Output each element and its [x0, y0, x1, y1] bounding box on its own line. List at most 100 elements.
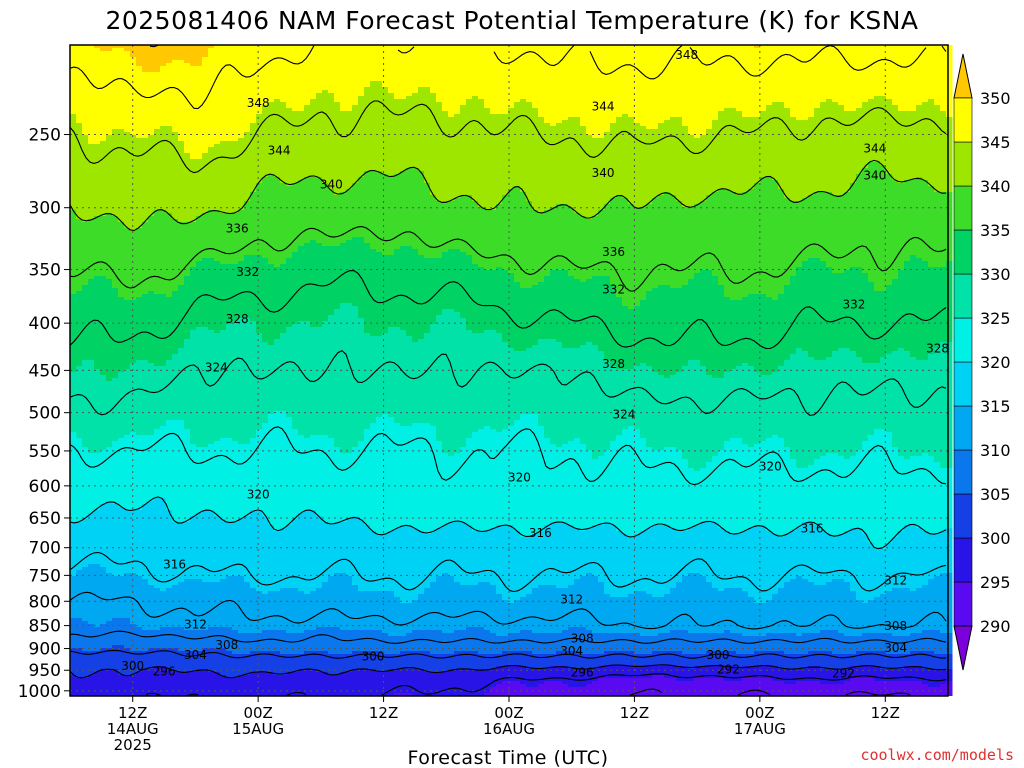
color-band-cell [262, 45, 269, 106]
color-band-cell [328, 654, 335, 676]
color-band-cell [238, 261, 245, 319]
color-band-cell [802, 522, 809, 580]
color-band-cell [898, 45, 905, 112]
color-band-cell [154, 630, 161, 649]
color-band-cell [136, 510, 143, 577]
color-band-cell [232, 441, 239, 523]
color-band-cell [394, 693, 401, 696]
color-band-cell [580, 531, 587, 577]
colorbar-swatch [953, 493, 973, 539]
color-band-cell [118, 372, 125, 439]
color-band-cell [268, 651, 275, 673]
color-band-cell [220, 519, 227, 580]
y-tick-label: 450 [29, 361, 61, 381]
color-band-cell [718, 45, 725, 112]
color-band-cell [184, 222, 191, 277]
color-band-cell [154, 429, 161, 499]
color-band-cell [226, 438, 233, 523]
y-tick-label: 400 [29, 314, 61, 334]
color-band-cell [748, 189, 755, 295]
color-band-cell [292, 654, 299, 673]
color-band-cell [802, 681, 809, 696]
color-band-cell [538, 213, 545, 283]
color-band-cell [946, 528, 953, 574]
color-band-cell [280, 45, 287, 103]
color-band-cell [418, 531, 425, 595]
y-tick-label: 850 [29, 617, 61, 637]
color-band-cell [916, 105, 923, 178]
color-band-cell [490, 114, 497, 211]
color-band-cell [430, 93, 437, 196]
color-band-cell [862, 603, 869, 634]
color-band-cell [418, 594, 425, 631]
color-band-cell [754, 603, 761, 637]
color-band-cell [658, 597, 665, 634]
color-band-cell [724, 531, 731, 589]
color-band-cell [670, 195, 677, 289]
color-band-cell [100, 51, 107, 142]
color-band-cell [274, 45, 281, 100]
color-band-cell [802, 120, 809, 199]
colorbar-swatch [953, 449, 973, 495]
color-band-cell [154, 666, 161, 696]
color-band-cell [118, 48, 125, 130]
contour-label: 320 [759, 460, 782, 474]
color-band-cell [730, 369, 737, 439]
color-band-cell [94, 276, 101, 370]
color-band-cell [580, 654, 587, 670]
color-band-cell [592, 525, 599, 577]
color-band-cell [682, 681, 689, 696]
color-band-cell [142, 360, 149, 436]
color-band-cell [250, 438, 257, 511]
color-band-cell [634, 633, 641, 655]
color-band-cell [322, 582, 329, 628]
color-band-cell [946, 633, 953, 655]
color-band-cell [574, 651, 581, 670]
color-band-cell [856, 174, 863, 268]
color-band-cell [316, 672, 323, 696]
colorbar-swatch [953, 361, 973, 407]
color-band-cell [274, 591, 281, 631]
color-band-cell [286, 417, 293, 526]
color-band-cell [670, 588, 677, 631]
color-band-cell [538, 669, 545, 685]
color-band-cell [886, 432, 893, 544]
color-band-cell [262, 423, 269, 517]
color-band-cell [838, 273, 845, 349]
color-band-cell [772, 300, 779, 373]
color-band-cell [580, 216, 587, 283]
color-band-cell [520, 666, 527, 685]
color-band-cell [154, 588, 161, 631]
color-band-cell [196, 159, 203, 217]
color-band-cell [82, 222, 89, 286]
color-band-cell [172, 219, 179, 292]
color-band-cell [706, 582, 713, 634]
color-band-cell [352, 183, 359, 238]
color-band-cell [580, 627, 587, 655]
color-band-cell [712, 522, 719, 589]
color-band-cell [856, 108, 863, 175]
color-band-cell [400, 45, 407, 100]
color-band-cell [826, 267, 833, 358]
color-band-cell [322, 672, 329, 696]
x-tick-label: 00Z [745, 704, 774, 722]
color-band-cell [778, 537, 785, 589]
color-band-cell [286, 525, 293, 589]
color-band-cell [688, 573, 695, 634]
color-band-cell [730, 45, 737, 109]
color-band-cell [742, 591, 749, 637]
color-band-cell [718, 111, 725, 190]
color-band-cell [388, 591, 395, 637]
color-band-cell [898, 270, 905, 349]
color-band-cell [844, 348, 851, 460]
color-band-cell [898, 681, 905, 696]
color-band-cell [466, 525, 473, 586]
color-band-cell [238, 444, 245, 520]
color-band-cell [760, 636, 767, 652]
color-band-cell [694, 678, 701, 696]
color-band-cell [532, 285, 539, 346]
color-band-cell [658, 633, 665, 652]
color-band-cell [466, 195, 473, 256]
color-band-cell [316, 516, 323, 589]
color-band-cell [88, 513, 95, 565]
